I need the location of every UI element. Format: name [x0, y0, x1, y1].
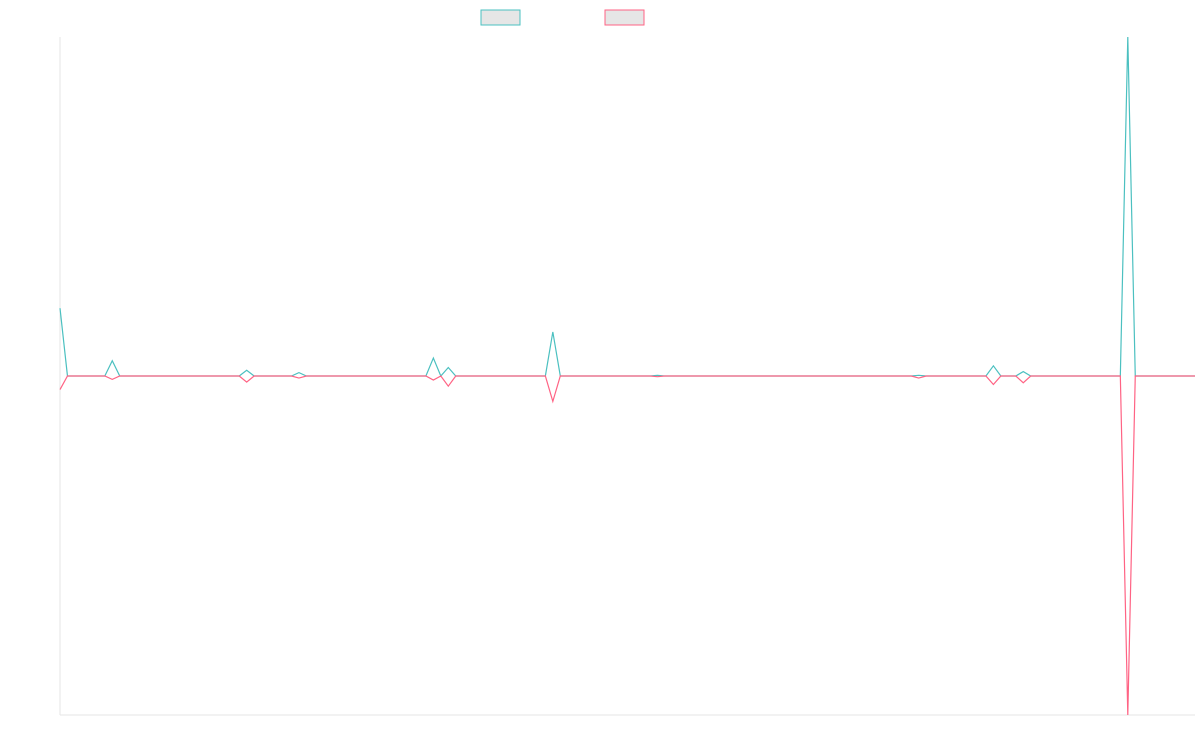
series-line-1	[59, 36, 1195, 378]
legend-item[interactable]	[480, 9, 521, 26]
series-layer	[59, 36, 1195, 716]
legend-swatch	[480, 9, 521, 26]
series-line-2	[59, 375, 1195, 716]
legend	[480, 9, 645, 26]
legend-item[interactable]	[604, 9, 645, 26]
axes	[59, 37, 1195, 716]
legend-swatch	[604, 9, 645, 26]
